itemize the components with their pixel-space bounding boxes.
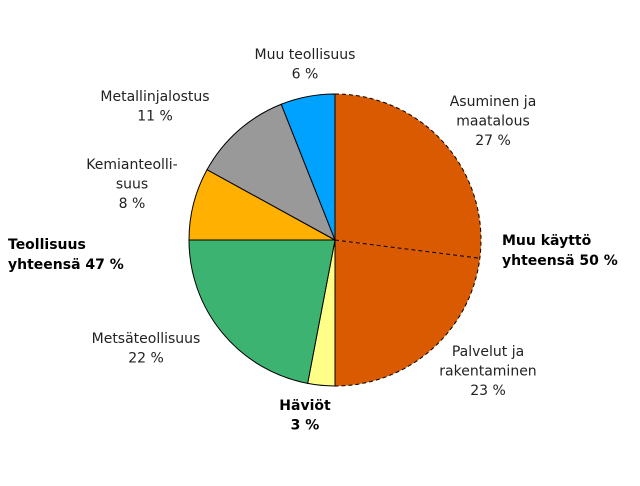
value-label: 23 % — [470, 383, 506, 399]
slice-label: maatalous — [456, 114, 530, 130]
slice-label: suus — [116, 177, 148, 193]
pie-slice — [188, 239, 336, 384]
group-label: Muu käyttö — [502, 233, 592, 249]
value-label: 27 % — [475, 133, 511, 149]
slice-label: Asuminen ja — [450, 94, 537, 110]
pie-slice — [335, 240, 480, 386]
slice-label: Metsäteollisuus — [92, 331, 201, 347]
pie-slice — [206, 103, 336, 242]
group-outline — [334, 93, 482, 387]
value-label: 3 % — [291, 418, 320, 434]
value-label: 11 % — [137, 109, 173, 125]
group-label: Teollisuus — [8, 237, 86, 253]
slice-label: Häviöt — [279, 398, 331, 414]
slice-label: Muu teollisuus — [255, 47, 356, 63]
slice-label: Kemianteolli- — [86, 157, 177, 173]
slice-label: Metallinjalostus — [100, 89, 209, 105]
group-label: yhteensä 47 % — [8, 257, 124, 273]
pie-slice — [335, 94, 481, 259]
slice-label: Palvelut ja — [452, 344, 524, 360]
value-label: 8 % — [119, 196, 146, 212]
value-label: 22 % — [128, 351, 164, 367]
slice-label: rakentaminen — [439, 364, 536, 380]
group-label: yhteensä 50 % — [502, 253, 618, 269]
value-label: 6 % — [292, 67, 319, 83]
